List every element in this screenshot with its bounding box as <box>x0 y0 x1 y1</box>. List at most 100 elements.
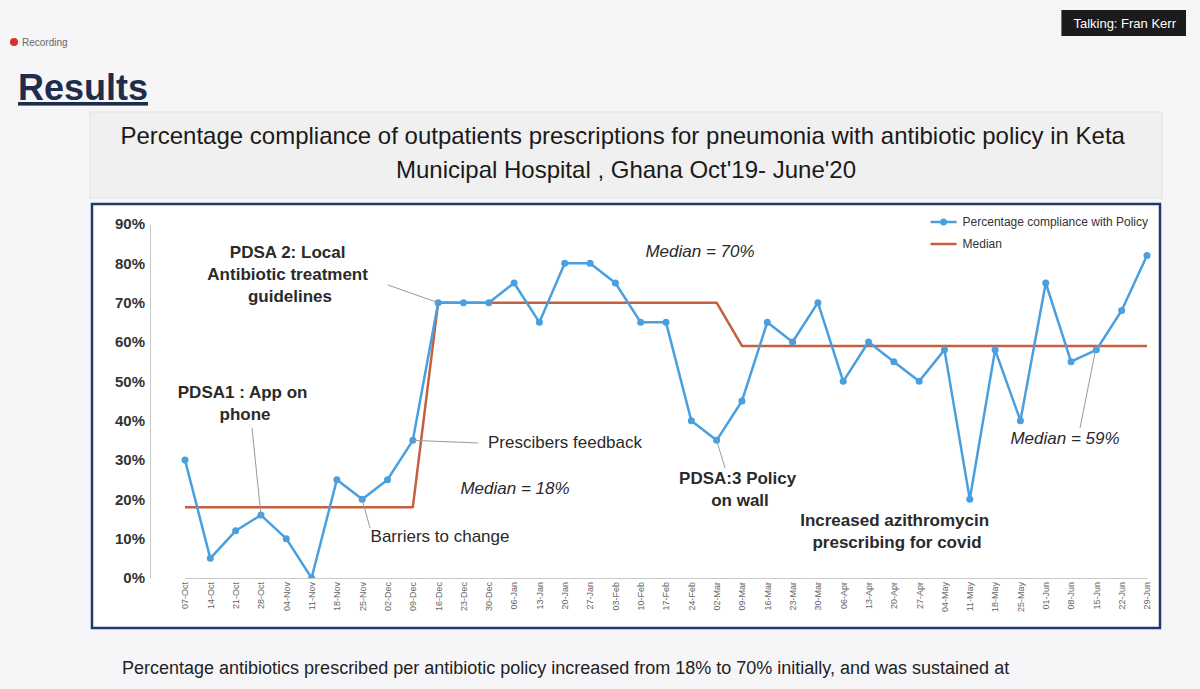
x-tick: 11-Nov <box>307 582 317 611</box>
text-line: Percentage compliance of outpatients pre… <box>120 122 1131 149</box>
series-line <box>185 303 1147 508</box>
legend-item: Percentage compliance with Policy <box>931 215 1148 229</box>
series-point <box>637 319 644 326</box>
x-tick: 09-Mar <box>737 582 747 611</box>
x-tick-label: 21-Oct <box>231 582 241 610</box>
x-tick: 04-May <box>940 582 950 613</box>
x-tick: 08-Jun <box>1066 582 1076 610</box>
series-point <box>460 299 467 306</box>
x-tick-label: 01-Jun <box>1041 582 1051 610</box>
x-tick-label: 18-May <box>990 582 1000 613</box>
x-tick: 24-Feb <box>687 582 697 611</box>
x-tick: 20-Jan <box>560 582 570 610</box>
text-line: Antibiotic treatment <box>207 265 372 284</box>
x-tick-label: 06-Jan <box>509 582 519 610</box>
x-tick-label: 23-Dec <box>459 582 469 612</box>
x-tick-label: 30-Mar <box>813 582 823 611</box>
leader-line <box>362 499 370 528</box>
series-point <box>333 476 340 483</box>
text-line: Barriers to change <box>371 527 510 546</box>
y-tick: 50% <box>115 373 145 390</box>
series-point <box>966 496 973 503</box>
x-tick-label: 18-Nov <box>332 582 342 612</box>
speaker-label: Talking: Fran Kerr <box>1073 16 1176 31</box>
series-point <box>283 535 290 542</box>
chart-title: Percentage compliance of outpatients pre… <box>120 122 1131 183</box>
text-line: Increased azithromycin <box>800 511 994 530</box>
series-point <box>587 260 594 267</box>
x-tick-label: 06-Apr <box>839 582 849 609</box>
annotation: PDSA:3 Policy on wall <box>679 469 801 510</box>
x-tick: 27-Apr <box>915 582 925 609</box>
x-tick: 29-Jun <box>1142 582 1152 610</box>
series-point <box>207 555 214 562</box>
series-point <box>865 339 872 346</box>
x-tick-label: 13-Jan <box>535 582 545 610</box>
text-line: Median = 70% <box>645 242 754 261</box>
x-tick: 13-Jan <box>535 582 545 610</box>
x-tick: 09-Dec <box>408 582 418 612</box>
x-tick-label: 16-Dec <box>434 582 444 612</box>
x-tick: 23-Dec <box>459 582 469 612</box>
x-tick-label: 10-Feb <box>636 582 646 611</box>
y-tick: 0% <box>123 569 145 586</box>
x-tick: 02-Dec <box>383 582 393 612</box>
heading: Results <box>18 67 148 108</box>
annotation: Barriers to change <box>371 527 510 546</box>
x-tick-label: 20-Jan <box>560 582 570 610</box>
y-tick-label: 30% <box>115 451 145 468</box>
series-point <box>941 346 948 353</box>
annotation: Median = 59% <box>1010 429 1119 448</box>
x-tick: 04-Nov <box>282 582 292 612</box>
x-axis-line <box>186 578 1148 579</box>
series-point <box>688 417 695 424</box>
y-axis: 0%10%20%30%40%50%60%70%80%90% <box>115 215 151 586</box>
x-tick-label: 28-Oct <box>256 582 266 610</box>
text-line: Median = 59% <box>1010 429 1119 448</box>
y-tick: 70% <box>115 294 145 311</box>
x-tick-label: 27-Jan <box>585 582 595 610</box>
series-point <box>612 280 619 287</box>
series-line <box>185 255 1147 578</box>
x-tick: 22-Jun <box>1117 582 1127 610</box>
x-tick: 11-May <box>965 582 975 612</box>
y-tick: 30% <box>115 451 145 468</box>
series-point <box>840 378 847 385</box>
x-tick-label: 13-Apr <box>864 582 874 609</box>
text-line: Municipal Hospital , Ghana Oct'19- June'… <box>396 156 856 183</box>
y-tick-label: 0% <box>123 569 145 586</box>
x-tick: 16-Dec <box>434 582 444 612</box>
legend-label: Median <box>963 237 1002 251</box>
annotation: PDSA1 : App on phone <box>178 383 312 424</box>
x-tick-label: 17-Feb <box>661 582 671 611</box>
series-point <box>663 319 670 326</box>
x-tick-label: 11-Nov <box>307 582 317 611</box>
series-point <box>485 299 492 306</box>
y-tick: 60% <box>115 333 145 350</box>
text-line: guidelines <box>248 287 332 306</box>
series-point <box>789 339 796 346</box>
speaker-background <box>1061 10 1186 36</box>
series-point <box>890 358 897 365</box>
x-tick: 16-Mar <box>763 582 773 611</box>
series-point <box>1068 358 1075 365</box>
x-tick-label: 04-Nov <box>282 582 292 612</box>
legend: Percentage compliance with Policy Median <box>931 215 1148 251</box>
text-line: PDSA1 : App on <box>178 383 312 402</box>
x-tick: 23-Mar <box>788 582 798 611</box>
legend-item: Median <box>931 237 1002 251</box>
legend-marker <box>940 219 947 226</box>
x-tick-label: 20-Apr <box>889 582 899 609</box>
x-tick-label: 09-Mar <box>737 582 747 611</box>
x-tick: 15-Jun <box>1092 582 1102 610</box>
x-tick-label: 03-Feb <box>611 582 621 611</box>
series-point <box>384 476 391 483</box>
series-point <box>1118 307 1125 314</box>
series-point <box>1144 252 1151 259</box>
text-line: prescribing for covid <box>812 533 981 552</box>
x-tick: 07-Oct <box>180 582 190 610</box>
series-point <box>764 319 771 326</box>
legend-swatch <box>931 243 957 246</box>
plot-frame <box>92 204 1160 628</box>
text-line: Median = 18% <box>460 479 569 498</box>
